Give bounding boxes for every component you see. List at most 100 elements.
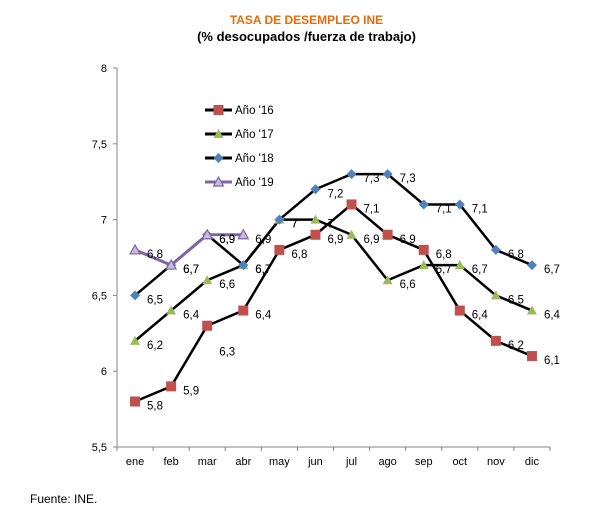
x-tick-label: jun (307, 456, 323, 468)
data-point (526, 260, 537, 271)
data-label: 6,8 (508, 249, 524, 261)
data-point (454, 260, 465, 270)
chart-title: TASA DE DESEMPLEO INE (229, 13, 384, 27)
data-point (310, 229, 321, 240)
data-label: 7 (327, 219, 333, 231)
x-tick-label: ago (378, 456, 396, 468)
x-tick-label: sep (415, 456, 433, 468)
data-label: 6,6 (400, 279, 416, 291)
data-label: 6,2 (147, 340, 163, 352)
data-point (346, 229, 357, 239)
x-tick-label: abr (235, 456, 251, 468)
data-label: 6,8 (291, 249, 307, 261)
data-label: 6,4 (544, 310, 561, 322)
data-label: 7,1 (472, 203, 488, 215)
data-label: 7,3 (364, 173, 380, 185)
data-point (418, 260, 429, 270)
data-point (310, 214, 321, 224)
data-label: 7 (291, 219, 297, 231)
legend-label: Año '17 (235, 129, 274, 141)
data-label: 6,6 (219, 279, 235, 291)
data-point (310, 184, 321, 195)
legend-marker (213, 129, 224, 138)
data-point (166, 381, 177, 392)
data-point (166, 305, 177, 315)
data-point (526, 351, 537, 362)
data-label: 7,3 (400, 173, 416, 185)
data-point (129, 243, 142, 255)
data-label: 6,5 (508, 294, 524, 306)
x-tick-label: oct (452, 456, 467, 468)
legend-label: Año '18 (235, 153, 274, 165)
data-label: 7,2 (327, 188, 343, 200)
data-label: 6,4 (472, 310, 489, 322)
series-line-3 (134, 233, 244, 267)
data-point (382, 275, 393, 285)
legend-label: Año '16 (235, 105, 274, 117)
data-label: 6,2 (508, 340, 524, 352)
legend-label: Año '19 (235, 177, 274, 189)
x-tick-label: jul (345, 456, 357, 468)
data-label: 6,7 (472, 264, 488, 276)
data-label: 6,9 (219, 234, 235, 246)
x-tick-label: dic (525, 456, 540, 468)
data-label: 6,4 (255, 310, 272, 322)
y-tick-label: 7 (101, 215, 107, 227)
data-label: 5,9 (183, 385, 199, 397)
data-point (382, 169, 393, 180)
data-label: 6,8 (436, 249, 452, 261)
data-label: 6,7 (544, 264, 560, 276)
data-label: 6,7 (255, 264, 271, 276)
data-label: 6,7 (436, 264, 452, 276)
data-label: 6,9 (219, 234, 235, 246)
data-point (490, 335, 501, 346)
x-tick-label: may (269, 456, 290, 468)
legend-marker (213, 105, 224, 115)
data-label: 7,1 (436, 203, 452, 215)
data-point (418, 199, 429, 210)
data-point (454, 305, 465, 316)
data-label: 7,1 (364, 203, 380, 215)
data-point (526, 305, 537, 315)
data-point (274, 244, 285, 255)
data-label: 6,7 (183, 264, 199, 276)
data-label: 6,9 (364, 234, 380, 246)
x-tick-label: mar (198, 456, 217, 468)
data-point (130, 290, 141, 301)
data-label: 6,4 (183, 310, 200, 322)
x-tick-label: nov (487, 456, 505, 468)
data-point (130, 335, 141, 345)
data-point (238, 260, 249, 271)
data-point (274, 214, 285, 225)
x-tick-label: ene (126, 456, 144, 468)
data-point (418, 244, 429, 255)
legend-marker (212, 175, 225, 187)
y-tick-label: 6 (101, 366, 107, 378)
data-point (165, 258, 178, 270)
data-label: 5,8 (147, 401, 163, 413)
y-tick-label: 7,5 (92, 139, 107, 151)
data-point (238, 305, 249, 316)
data-label: 6,7 (255, 264, 271, 276)
data-label: 6,1 (544, 355, 560, 367)
data-label: 6,9 (255, 234, 271, 246)
data-point (346, 169, 357, 180)
source-note: Fuente: INE. (30, 492, 98, 506)
data-point (202, 275, 213, 285)
data-label: 6,9 (327, 234, 343, 246)
data-label: 6,3 (219, 347, 235, 359)
data-point (130, 396, 141, 407)
series-line-0 (134, 202, 533, 403)
data-point (237, 228, 250, 240)
data-point (454, 199, 465, 210)
chart-subtitle: (% desocupados /fuerza de trabajo) (197, 29, 416, 44)
data-point (346, 199, 357, 210)
x-tick-label: feb (163, 456, 178, 468)
data-point (490, 244, 501, 255)
data-label: 6,7 (183, 264, 199, 276)
y-tick-label: 8 (101, 63, 107, 75)
legend-marker (213, 153, 224, 163)
data-point (490, 290, 501, 300)
data-point (201, 228, 214, 240)
